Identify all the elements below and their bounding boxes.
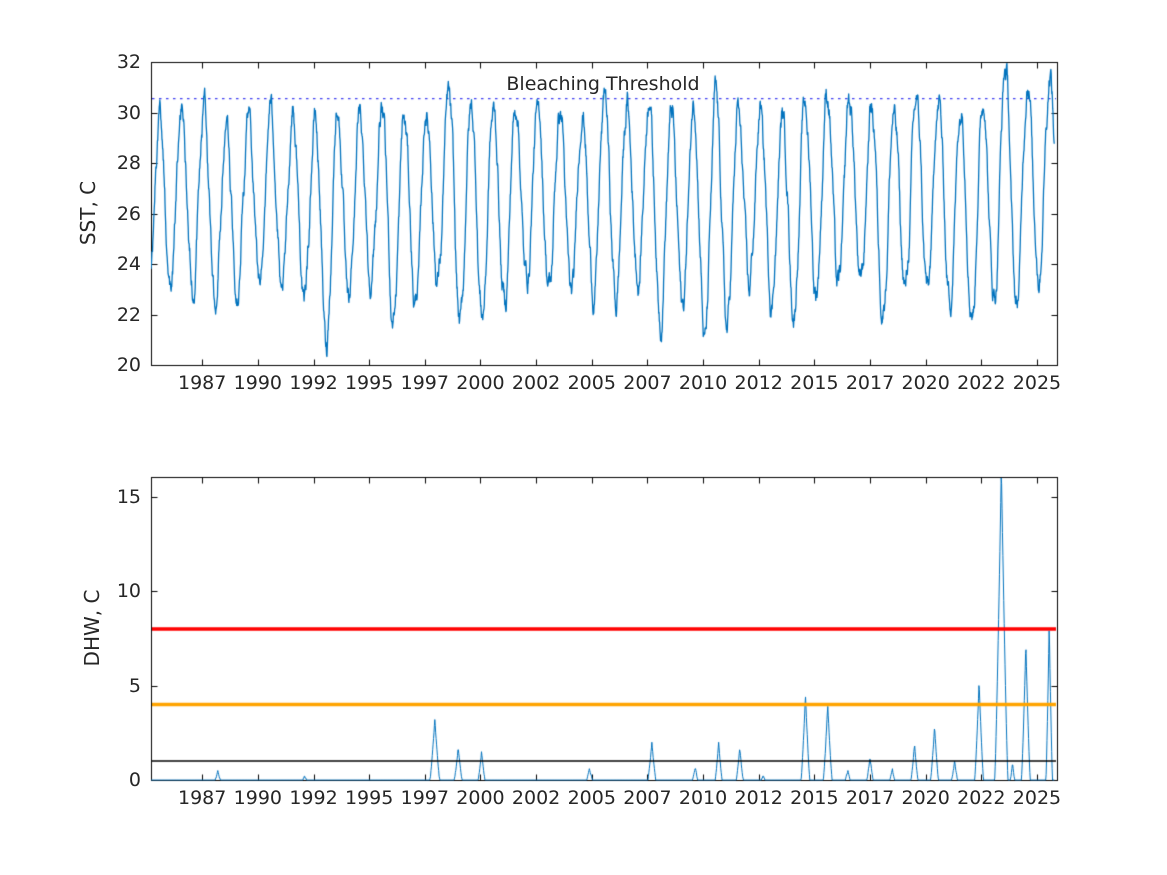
- x-tick-label: 1997: [400, 372, 449, 394]
- y-tick-label: 26: [116, 202, 141, 225]
- x-tick-label: 1992: [289, 372, 338, 394]
- y-tick-label: 24: [116, 253, 141, 275]
- sst-y-axis-label: SST, C: [76, 180, 100, 246]
- x-tick-label: 2020: [901, 372, 950, 394]
- y-tick-label: 30: [116, 101, 141, 124]
- x-tick-label: 1990: [233, 787, 283, 809]
- x-tick-label: 2025: [1012, 372, 1062, 394]
- x-tick-label: 1987: [178, 372, 227, 394]
- x-tick-label: 2015: [790, 787, 839, 809]
- x-tick-label: 1990: [233, 372, 283, 394]
- x-tick-label: 2020: [901, 787, 950, 809]
- y-tick-label: 0: [128, 769, 141, 791]
- x-tick-label: 2000: [456, 372, 505, 394]
- x-tick-label: 2025: [1012, 787, 1062, 809]
- x-tick-label: 1992: [289, 787, 338, 809]
- x-tick-label: 2002: [511, 372, 561, 394]
- dhw-y-axis-label: DHW, C: [80, 589, 104, 667]
- x-tick-label: 2022: [957, 372, 1006, 394]
- y-tick-label: 32: [116, 51, 141, 73]
- bleaching-threshold-label: Bleaching Threshold: [506, 73, 700, 95]
- y-tick-label: 10: [116, 580, 141, 603]
- x-tick-label: 2010: [678, 787, 728, 809]
- y-tick-label: 22: [116, 303, 141, 326]
- x-tick-label: 2007: [623, 787, 672, 809]
- x-tick-label: 2017: [845, 372, 895, 394]
- x-tick-label: 2002: [511, 787, 561, 809]
- x-tick-label: 2005: [567, 372, 616, 394]
- x-tick-label: 1987: [178, 787, 227, 809]
- x-tick-label: 2000: [456, 787, 505, 809]
- x-tick-label: 2010: [678, 372, 728, 394]
- x-tick-label: 1995: [344, 787, 394, 809]
- x-tick-label: 2015: [790, 372, 839, 394]
- x-tick-label: 2007: [623, 372, 672, 394]
- x-tick-label: 1997: [400, 787, 449, 809]
- x-tick-label: 2022: [957, 787, 1006, 809]
- x-tick-label: 2012: [734, 372, 783, 394]
- y-tick-label: 28: [116, 152, 141, 174]
- x-tick-label: 1995: [344, 372, 394, 394]
- x-tick-label: 2005: [567, 787, 616, 809]
- x-tick-label: 2012: [734, 787, 783, 809]
- y-tick-label: 5: [128, 674, 141, 697]
- y-tick-label: 15: [116, 485, 141, 508]
- x-tick-label: 2017: [845, 787, 895, 809]
- y-tick-label: 20: [116, 354, 141, 376]
